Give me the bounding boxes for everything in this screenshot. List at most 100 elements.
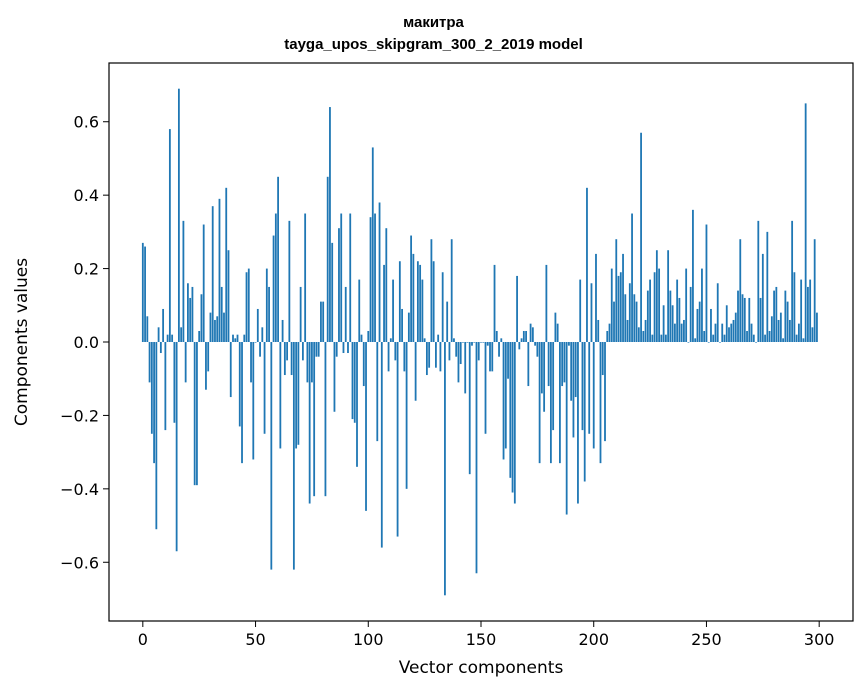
bar bbox=[234, 338, 237, 342]
bar bbox=[743, 297, 746, 342]
bar bbox=[536, 342, 539, 357]
bar bbox=[265, 268, 268, 342]
bar bbox=[601, 342, 604, 376]
bar bbox=[570, 342, 573, 401]
bar bbox=[281, 319, 284, 342]
bar bbox=[455, 342, 458, 357]
x-tick-label: 250 bbox=[691, 630, 722, 649]
y-tick-label: 0.6 bbox=[74, 113, 99, 132]
bar bbox=[495, 330, 498, 342]
bar bbox=[347, 342, 349, 354]
bar bbox=[797, 323, 800, 342]
bar bbox=[687, 342, 690, 343]
y-ticks: −0.6 −0.4 −0.2 0.0 0.2 0.4 0.6 bbox=[60, 113, 109, 572]
bar bbox=[401, 308, 403, 342]
bar bbox=[732, 319, 735, 342]
bar bbox=[813, 239, 816, 342]
bar bbox=[486, 342, 489, 346]
bar bbox=[198, 330, 201, 342]
bar bbox=[349, 213, 352, 342]
bar bbox=[626, 319, 629, 342]
x-tick-label: 150 bbox=[466, 630, 497, 649]
bar bbox=[694, 338, 697, 342]
bar bbox=[367, 330, 370, 342]
bar bbox=[504, 342, 507, 449]
bar bbox=[398, 261, 401, 342]
bar bbox=[764, 334, 766, 342]
chart-title: макитра bbox=[403, 14, 464, 31]
bar bbox=[459, 342, 462, 365]
bar bbox=[468, 342, 471, 475]
bar bbox=[162, 308, 165, 342]
bar bbox=[759, 297, 762, 342]
x-tick-label: 50 bbox=[245, 630, 265, 649]
bar bbox=[561, 342, 564, 387]
bar bbox=[676, 279, 679, 342]
bar bbox=[491, 342, 494, 372]
bar bbox=[554, 312, 557, 342]
bar bbox=[157, 327, 160, 342]
bar bbox=[768, 330, 771, 342]
bar bbox=[338, 228, 340, 342]
bar bbox=[177, 88, 180, 343]
bar bbox=[590, 283, 593, 342]
bar bbox=[446, 301, 449, 342]
bar bbox=[425, 342, 428, 376]
x-tick-label: 200 bbox=[578, 630, 609, 649]
y-tick-label: −0.6 bbox=[60, 553, 99, 572]
bar bbox=[423, 338, 426, 342]
bar bbox=[150, 342, 153, 434]
bar bbox=[453, 338, 455, 342]
bar bbox=[225, 187, 228, 342]
bar bbox=[448, 342, 451, 361]
bar bbox=[617, 275, 620, 342]
bar bbox=[563, 342, 566, 383]
bar bbox=[613, 301, 615, 342]
bar bbox=[340, 213, 343, 342]
bar bbox=[802, 338, 805, 342]
bar bbox=[405, 342, 408, 489]
bar bbox=[728, 327, 730, 342]
bar bbox=[209, 312, 212, 342]
y-tick-label: 0.4 bbox=[74, 186, 99, 205]
bar bbox=[193, 342, 196, 486]
bar bbox=[173, 342, 176, 423]
bar bbox=[777, 319, 780, 342]
bar bbox=[678, 297, 681, 342]
bar bbox=[362, 342, 365, 387]
bar bbox=[804, 103, 807, 342]
bar bbox=[525, 330, 527, 342]
bar bbox=[383, 264, 385, 342]
bar bbox=[202, 224, 205, 342]
bar bbox=[308, 342, 311, 504]
bar bbox=[816, 312, 818, 342]
bar bbox=[559, 342, 561, 464]
bar bbox=[187, 283, 189, 342]
bar bbox=[333, 342, 336, 412]
bar bbox=[317, 342, 320, 357]
bar bbox=[615, 239, 618, 342]
bar bbox=[371, 147, 374, 342]
bar bbox=[633, 294, 636, 342]
bar bbox=[723, 334, 726, 342]
bar bbox=[725, 305, 728, 342]
bar bbox=[631, 213, 633, 342]
bar bbox=[750, 323, 753, 342]
bar bbox=[664, 334, 667, 342]
bar bbox=[649, 279, 651, 342]
bar bbox=[775, 286, 778, 342]
bar bbox=[171, 334, 174, 342]
bar bbox=[755, 342, 757, 343]
bar bbox=[374, 213, 376, 342]
bar bbox=[646, 290, 649, 342]
bar bbox=[412, 253, 415, 342]
bar bbox=[595, 253, 597, 342]
bar bbox=[153, 342, 155, 464]
bar bbox=[793, 272, 796, 342]
bar bbox=[739, 239, 742, 342]
bar bbox=[272, 235, 275, 342]
bar bbox=[788, 319, 791, 342]
bar bbox=[606, 330, 609, 342]
bar bbox=[466, 342, 469, 343]
bar bbox=[565, 342, 568, 515]
